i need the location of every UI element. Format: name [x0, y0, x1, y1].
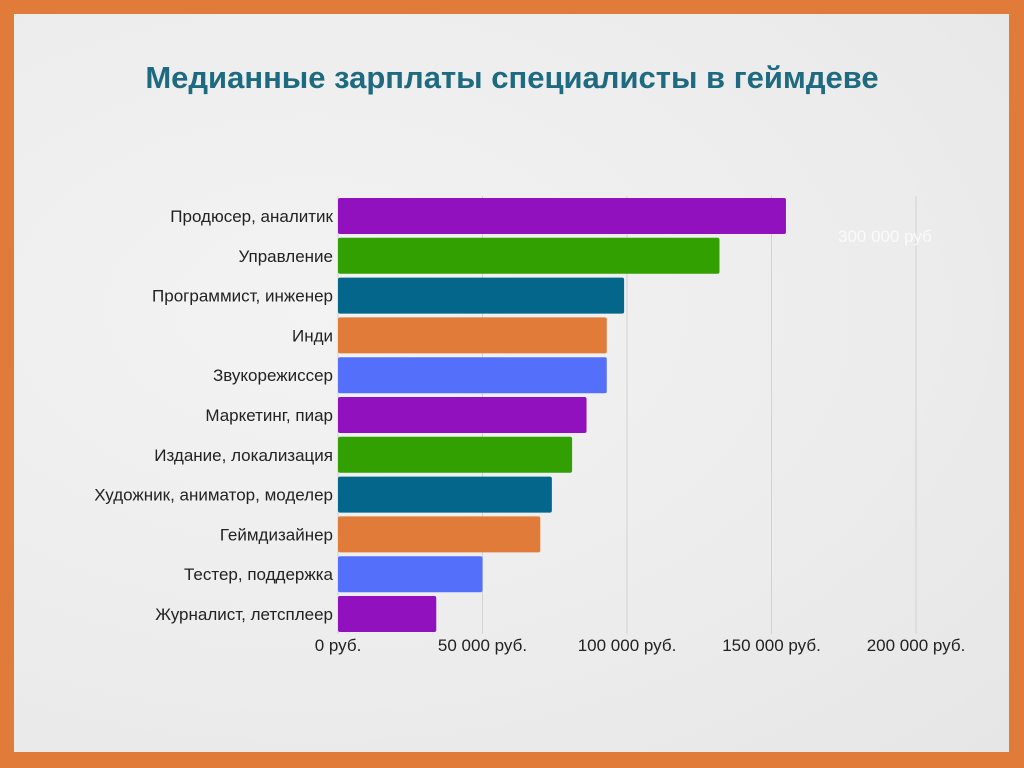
bar-10: [338, 596, 437, 632]
category-label-2: Программист, инженер: [152, 287, 333, 306]
bar-8: [338, 516, 541, 553]
bar-4: [338, 357, 607, 394]
bar-0: [338, 198, 786, 234]
category-label-3: Инди: [292, 326, 333, 345]
category-label-7: Художник, аниматор, моделер: [94, 486, 333, 505]
bar-6: [338, 436, 573, 473]
category-label-8: Геймдизайнер: [220, 525, 333, 544]
bar-1: [338, 237, 720, 274]
x-tick-labels: 0 руб. 50 000 руб. 100 000 руб. 150 000 руб…: [315, 636, 966, 655]
bars: [338, 198, 786, 632]
category-label-10: Журналист, летсплеер: [155, 605, 333, 624]
category-label-1: Управление: [238, 247, 333, 266]
category-label-0: Продюсер, аналитик: [170, 207, 333, 226]
x-tick-label-1: 50 000 руб.: [438, 636, 527, 655]
bar-7: [338, 476, 552, 513]
category-label-6: Издание, локализация: [154, 446, 333, 465]
x-tick-label-2: 100 000 руб.: [578, 636, 677, 655]
category-label-9: Тестер, поддержка: [184, 565, 334, 584]
category-labels: Продюсер, аналитик Управление Программист,…: [94, 207, 333, 624]
bar-2: [338, 277, 625, 314]
extra-gridline-label: 300 000 руб: [838, 227, 932, 246]
category-label-5: Маркетинг, пиар: [205, 406, 333, 425]
chart-title: Медианные зарплаты специалисты в геймдев…: [145, 60, 879, 95]
bar-9: [338, 556, 483, 593]
category-label-4: Звукорежиссер: [213, 366, 333, 385]
bar-5: [338, 397, 587, 433]
bar-3: [338, 317, 607, 354]
x-tick-label-3: 150 000 руб.: [722, 636, 821, 655]
x-tick-label-0: 0 руб.: [315, 636, 362, 655]
x-tick-label-4: 200 000 руб.: [867, 636, 966, 655]
